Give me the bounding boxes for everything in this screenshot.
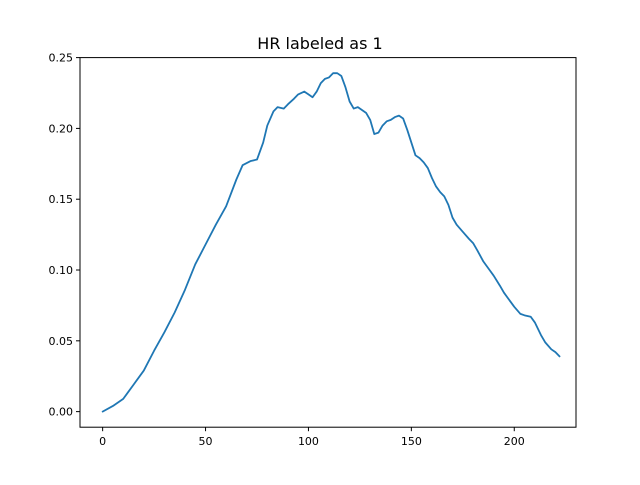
chart-title: HR labeled as 1 [257, 34, 382, 53]
y-tick-label: 0.15 [49, 193, 74, 206]
x-tick-label: 0 [99, 435, 106, 448]
x-tick-label: 50 [199, 435, 213, 448]
x-tick-label: 100 [298, 435, 319, 448]
x-axis-ticks: 0 50 100 150 200 [99, 427, 525, 448]
y-axis-ticks: 0.00 0.05 0.10 0.15 0.20 0.25 [49, 52, 80, 419]
series-layer [101, 72, 561, 413]
y-tick-label: 0.05 [49, 335, 74, 348]
x-tick-label: 200 [504, 435, 525, 448]
y-tick-label: 0.00 [49, 406, 74, 419]
y-tick-label: 0.20 [49, 122, 74, 135]
y-tick-label: 0.25 [49, 52, 74, 65]
series-line-0 [101, 72, 561, 413]
y-tick-label: 0.10 [49, 264, 74, 277]
x-tick-label: 150 [401, 435, 422, 448]
plot-area-frame [79, 57, 577, 428]
